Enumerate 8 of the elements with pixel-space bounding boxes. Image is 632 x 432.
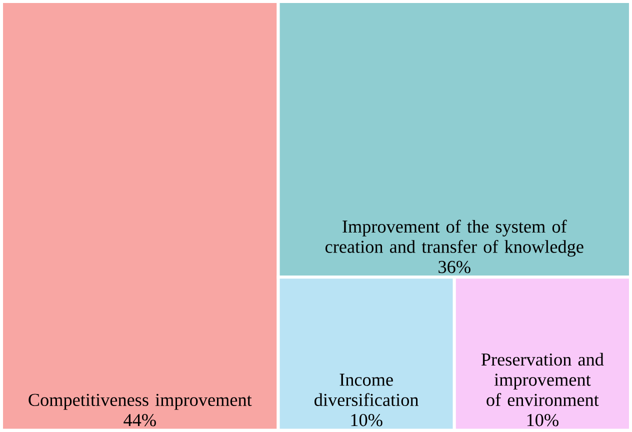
data-label: 36% [438, 260, 470, 274]
data-label: 10% [351, 414, 382, 426]
data-label: 10% [527, 414, 558, 426]
category-label: Preservation and improvement of environment [481, 353, 604, 406]
category-label: Improvement of the system of creation and transfer of knowledge [326, 220, 584, 257]
data-label: 44% [124, 414, 156, 426]
category-label: Income diversification [314, 374, 418, 406]
category-label: Competitiveness improvement [28, 394, 252, 410]
